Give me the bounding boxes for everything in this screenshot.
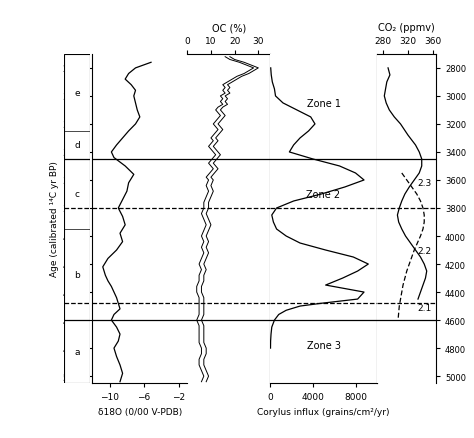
Text: Zone 1: Zone 1	[307, 99, 340, 109]
Text: e: e	[74, 89, 80, 98]
Text: 2.2: 2.2	[417, 246, 431, 255]
X-axis label: Corylus influx (grains/cm²/yr): Corylus influx (grains/cm²/yr)	[257, 407, 390, 416]
X-axis label: CO₂ (ppmv): CO₂ (ppmv)	[378, 23, 435, 33]
Text: 2.3: 2.3	[417, 179, 431, 188]
Text: 2.1: 2.1	[417, 303, 431, 312]
Text: d: d	[74, 141, 80, 150]
X-axis label: OC (%): OC (%)	[211, 23, 246, 33]
Text: Zone 2: Zone 2	[307, 190, 340, 200]
X-axis label: δ18O (0/00 V-PDB): δ18O (0/00 V-PDB)	[98, 407, 182, 416]
Text: Zone 3: Zone 3	[307, 340, 340, 350]
Text: a: a	[74, 347, 80, 356]
Y-axis label: Age (calibrated ¹⁴C yr BP): Age (calibrated ¹⁴C yr BP)	[50, 161, 59, 277]
Text: b: b	[74, 270, 80, 279]
Text: c: c	[74, 190, 80, 199]
